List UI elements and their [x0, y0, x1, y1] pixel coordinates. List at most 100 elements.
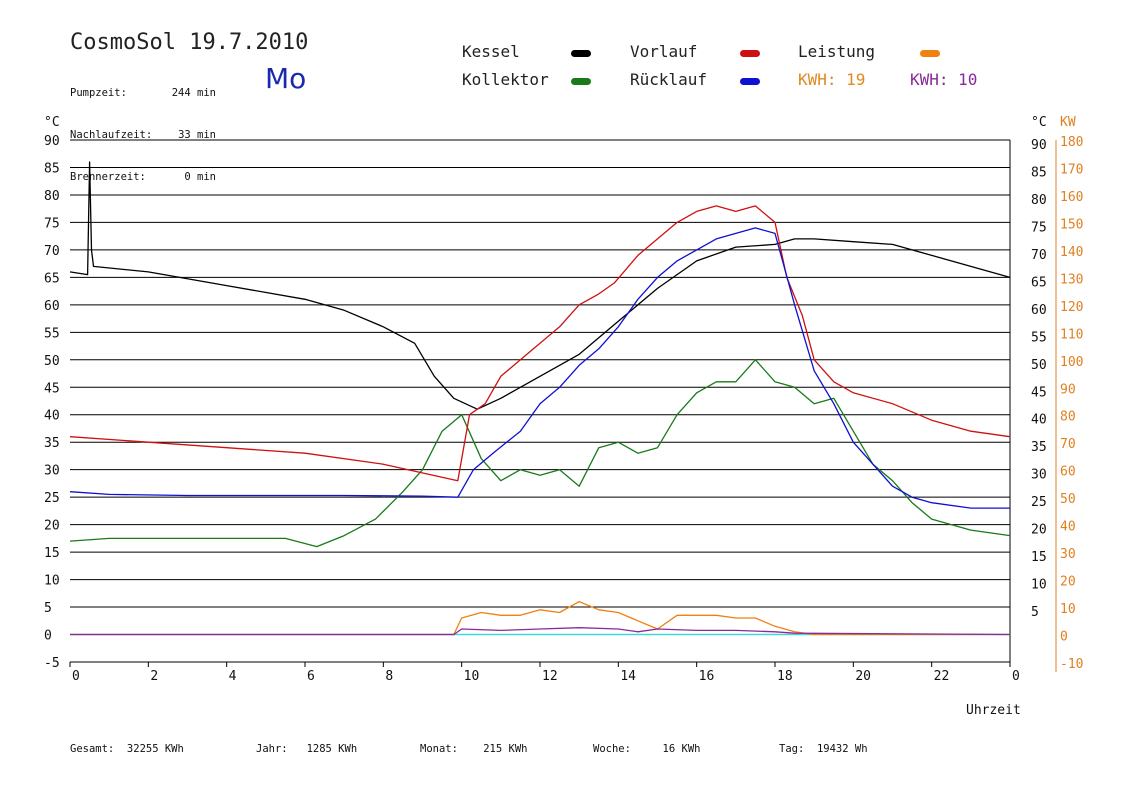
legend-vorlauf-label: Vorlauf — [630, 42, 698, 61]
y-tick-label-right: 50 — [1031, 358, 1047, 373]
y-tick-label: 45 — [44, 381, 60, 396]
y-tick-label: 85 — [44, 161, 60, 176]
x-tick-label: 18 — [777, 669, 793, 684]
footer-value: 16 KWh — [662, 743, 701, 755]
y-tick-label-right: 60 — [1031, 303, 1047, 318]
y-tick-label-right: 65 — [1031, 275, 1047, 290]
x-tick-label: 0 — [1012, 669, 1020, 684]
y2-tick-label: 80 — [1060, 410, 1076, 425]
y2-tick-label: 50 — [1060, 492, 1076, 507]
x-axis-label: Uhrzeit — [966, 703, 1021, 718]
y-tick-label: 0 — [44, 629, 52, 644]
y-axis-label-left: °C — [44, 115, 60, 130]
stat-label: Nachlaufzeit: — [70, 129, 153, 141]
y2-tick-label: 90 — [1060, 382, 1076, 397]
legend-kessel-label: Kessel — [462, 42, 520, 61]
footer-value: 32255 KWh — [126, 743, 184, 755]
y-tick-label: 90 — [44, 134, 60, 149]
legend-ruecklauf-label: Rücklauf — [630, 70, 708, 89]
y-tick-label-right: 90 — [1031, 138, 1047, 153]
kwh1-value: 19 — [846, 70, 866, 89]
y-tick-label: 5 — [44, 601, 52, 616]
y-tick-label-right: 55 — [1031, 330, 1047, 345]
y2-tick-label: -10 — [1060, 657, 1083, 672]
footer-monat: Monat: 215 KWh — [420, 743, 528, 755]
x-tick-label: 6 — [307, 669, 315, 684]
y2-tick-label: 10 — [1060, 602, 1076, 617]
y-tick-label: -5 — [44, 656, 60, 671]
y-tick-label: 35 — [44, 436, 60, 451]
y-tick-label: 30 — [44, 464, 60, 479]
y-tick-label: 15 — [44, 546, 60, 561]
footer-label: Monat: — [420, 743, 458, 755]
y-tick-label: 10 — [44, 574, 60, 589]
x-tick-label: 2 — [150, 669, 158, 684]
x-tick-label: 22 — [934, 669, 950, 684]
stat-nachlaufzeit: Nachlaufzeit: 33 min — [70, 128, 216, 142]
footer-label: Jahr: — [256, 743, 288, 755]
legend-kessel-swatch — [571, 50, 591, 57]
stat-value: 33 min — [178, 129, 216, 141]
stat-value: 0 min — [184, 171, 216, 183]
legend-ruecklauf-swatch — [740, 78, 760, 85]
x-tick-label: 8 — [385, 669, 393, 684]
y2-tick-label: 130 — [1060, 272, 1083, 287]
footer-gesamt: Gesamt: 32255 KWh — [70, 743, 184, 755]
y-tick-label-right: 85 — [1031, 165, 1047, 180]
y-tick-label-right: 25 — [1031, 495, 1047, 510]
y-tick-label: 55 — [44, 326, 60, 341]
y-tick-label-right: 20 — [1031, 523, 1047, 538]
y-axis-label-right: °C — [1031, 115, 1047, 130]
series-line-leistung — [70, 600, 1010, 636]
series-line-kessel — [69, 161, 1011, 410]
y-tick-label-right: 10 — [1031, 578, 1047, 593]
y2-tick-label: 30 — [1060, 547, 1076, 562]
y2-tick-label: 140 — [1060, 245, 1083, 260]
kwh2-value: 10 — [958, 70, 978, 89]
y2-tick-label: 180 — [1060, 135, 1083, 150]
y-tick-label-right: 40 — [1031, 413, 1047, 428]
kwh2-label: KWH: — [910, 70, 949, 89]
x-tick-label: 16 — [699, 669, 715, 684]
y-tick-label-right: 30 — [1031, 468, 1047, 483]
chart-title: CosmoSol 19.7.2010 — [70, 30, 309, 55]
y2-tick-label: 150 — [1060, 217, 1083, 232]
footer-woche: Woche: 16 KWh — [593, 743, 700, 755]
y-tick-label-right: 70 — [1031, 248, 1047, 263]
series-line-vorlauf — [69, 205, 1011, 482]
y2-tick-label: 120 — [1060, 300, 1083, 315]
legend-kollektor-swatch — [571, 78, 591, 85]
x-tick-label: 12 — [542, 669, 558, 684]
y-tick-label: 70 — [44, 244, 60, 259]
y-tick-label: 20 — [44, 519, 60, 534]
y2-tick-label: 60 — [1060, 465, 1076, 480]
x-tick-label: 20 — [855, 669, 871, 684]
y-tick-label: 60 — [44, 299, 60, 314]
y-tick-label: 40 — [44, 409, 60, 424]
series-line-kollektor — [69, 359, 1011, 548]
series-line-kwh-10 — [70, 627, 1011, 636]
footer-tag: Tag: 19432 Wh — [779, 743, 868, 755]
x-tick-label: 0 — [72, 669, 80, 684]
y-tick-label-right: 15 — [1031, 550, 1047, 565]
footer-jahr: Jahr: 1285 KWh — [256, 743, 357, 755]
y-tick-label-right: 5 — [1031, 605, 1039, 620]
y-tick-label: 75 — [44, 216, 60, 231]
x-tick-label: 14 — [620, 669, 636, 684]
y-tick-label-right: 35 — [1031, 440, 1047, 455]
y-tick-label-right: 45 — [1031, 385, 1047, 400]
footer-value: 1285 KWh — [306, 743, 358, 755]
y2-tick-label: 110 — [1060, 327, 1083, 342]
y-tick-label: 80 — [44, 189, 60, 204]
footer-label: Tag: — [779, 743, 805, 755]
x-tick-label: 10 — [464, 669, 480, 684]
stat-label: Pumpzeit: — [70, 87, 127, 99]
stat-pumpzeit: Pumpzeit: 244 min — [70, 86, 216, 100]
y2-tick-label: 160 — [1060, 190, 1083, 205]
y-tick-label: 65 — [44, 271, 60, 286]
kwh1: KWH: 19 — [798, 70, 865, 89]
y-tick-label-right: 80 — [1031, 193, 1047, 208]
kwh2: KWH: 10 — [910, 70, 977, 89]
y-tick-label-right: 75 — [1031, 220, 1047, 235]
